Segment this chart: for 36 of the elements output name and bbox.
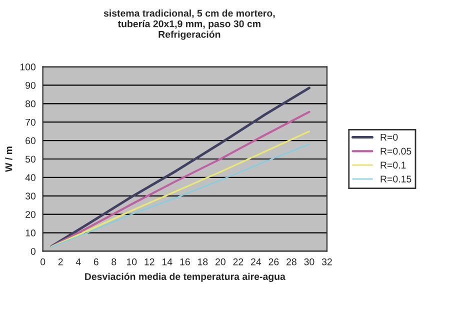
- x-tick-label: 16: [180, 258, 190, 266]
- y-tick-label: 10: [26, 230, 36, 236]
- legend-label: R=0.15: [380, 176, 412, 182]
- y-tick-label: 40: [25, 174, 36, 182]
- x-tick-label: 12: [144, 258, 154, 266]
- x-tick-label: 14: [162, 258, 172, 266]
- y-axis-title: W / m: [5, 146, 12, 172]
- y-tick-label: 50: [25, 156, 36, 163]
- y-tick-label: 80: [26, 100, 36, 108]
- y-tick-label: 100: [20, 64, 36, 70]
- chart-title: sistema tradicional, 5 cm de mortero, tubería 20x1,9 mm, paso 30 cm Refrigeración: [104, 10, 275, 40]
- line-series: [50, 86, 310, 248]
- x-tick-label: 26: [268, 258, 279, 266]
- x-tick-label: 6: [94, 258, 98, 266]
- legend-label: R=0: [380, 134, 398, 141]
- y-tick-label: 70: [26, 118, 36, 126]
- x-tick-label: 2: [58, 258, 63, 266]
- x-tick-label: 24: [251, 258, 262, 266]
- x-tick-label: 28: [286, 258, 296, 266]
- x-tick-label: 20: [216, 258, 226, 266]
- legend-label: R=0.05: [380, 148, 412, 155]
- y-tick-label: 60: [26, 137, 36, 144]
- legend-label: R=0.1: [380, 162, 406, 169]
- y-tick-label: 0: [30, 248, 36, 255]
- x-tick-label: 18: [198, 258, 208, 266]
- x-tick-label: 8: [112, 258, 116, 266]
- x-tick-label: 4: [76, 258, 81, 266]
- y-tick-label: 20: [26, 211, 36, 218]
- x-axis-title: Desviación media de temperatura aire-agua: [85, 272, 286, 282]
- x-tick-label: 30: [304, 258, 314, 266]
- x-tick-label: 10: [126, 258, 137, 266]
- y-tick-label: 90: [26, 82, 36, 89]
- y-tick-label: 30: [25, 192, 36, 200]
- x-tick-label: 32: [322, 258, 332, 266]
- x-tick-label: 22: [233, 258, 244, 266]
- x-tick-label: 0: [40, 258, 46, 266]
